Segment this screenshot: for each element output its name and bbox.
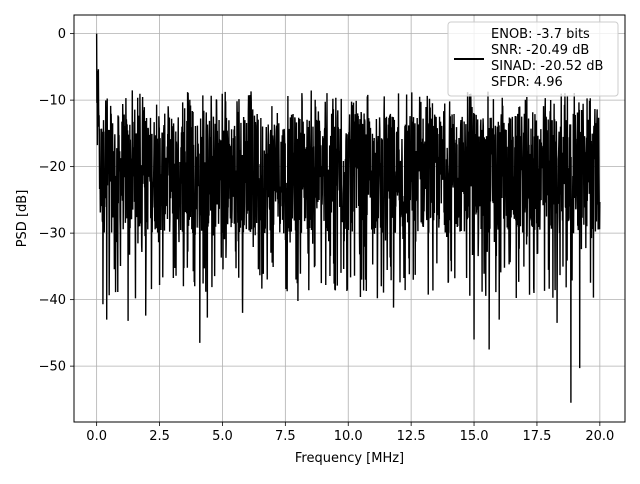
y-tick-label: −10	[39, 94, 66, 109]
x-tick-label: 12.5	[397, 429, 426, 444]
y-tick-label: 0	[58, 27, 66, 42]
plot-frame	[73, 14, 626, 423]
y-tick-label: −50	[39, 360, 66, 375]
x-tick-label: 2.5	[149, 429, 170, 444]
x-tick-label: 5.0	[212, 429, 233, 444]
psd-series-line	[95, 33, 601, 403]
x-tick-label: 10.0	[334, 429, 363, 444]
x-tick-label: 0.0	[86, 429, 107, 444]
x-tick-label: 7.5	[275, 429, 296, 444]
x-tick-label: 15.0	[460, 429, 489, 444]
y-axis-label: PSD [dB]	[15, 190, 30, 248]
legend-line-sinad: SINAD: -20.52 dB	[491, 59, 603, 74]
legend-line-enob: ENOB: -3.7 bits	[491, 27, 590, 42]
x-tick-label: 17.5	[522, 429, 551, 444]
x-axis-label: Frequency [MHz]	[295, 451, 404, 466]
y-tick-label: −20	[39, 160, 66, 175]
series-layer	[95, 33, 601, 403]
legend-line-sfdr: SFDR: 4.96	[491, 75, 563, 90]
y-tick-label: −40	[39, 293, 66, 308]
x-tick-label: 20.0	[585, 429, 614, 444]
tick-layer: 0.0 2.5 5.0 7.5 10.0 12.5 15.0 17.5 20.0 0 −10 −20 −…	[39, 27, 615, 444]
legend-line-snr: SNR: -20.49 dB	[491, 43, 589, 58]
y-tick-label: −30	[39, 227, 66, 242]
legend: ENOB: -3.7 bits SNR: -20.49 dB SINAD: -2…	[447, 21, 619, 97]
legend-box	[447, 21, 619, 97]
